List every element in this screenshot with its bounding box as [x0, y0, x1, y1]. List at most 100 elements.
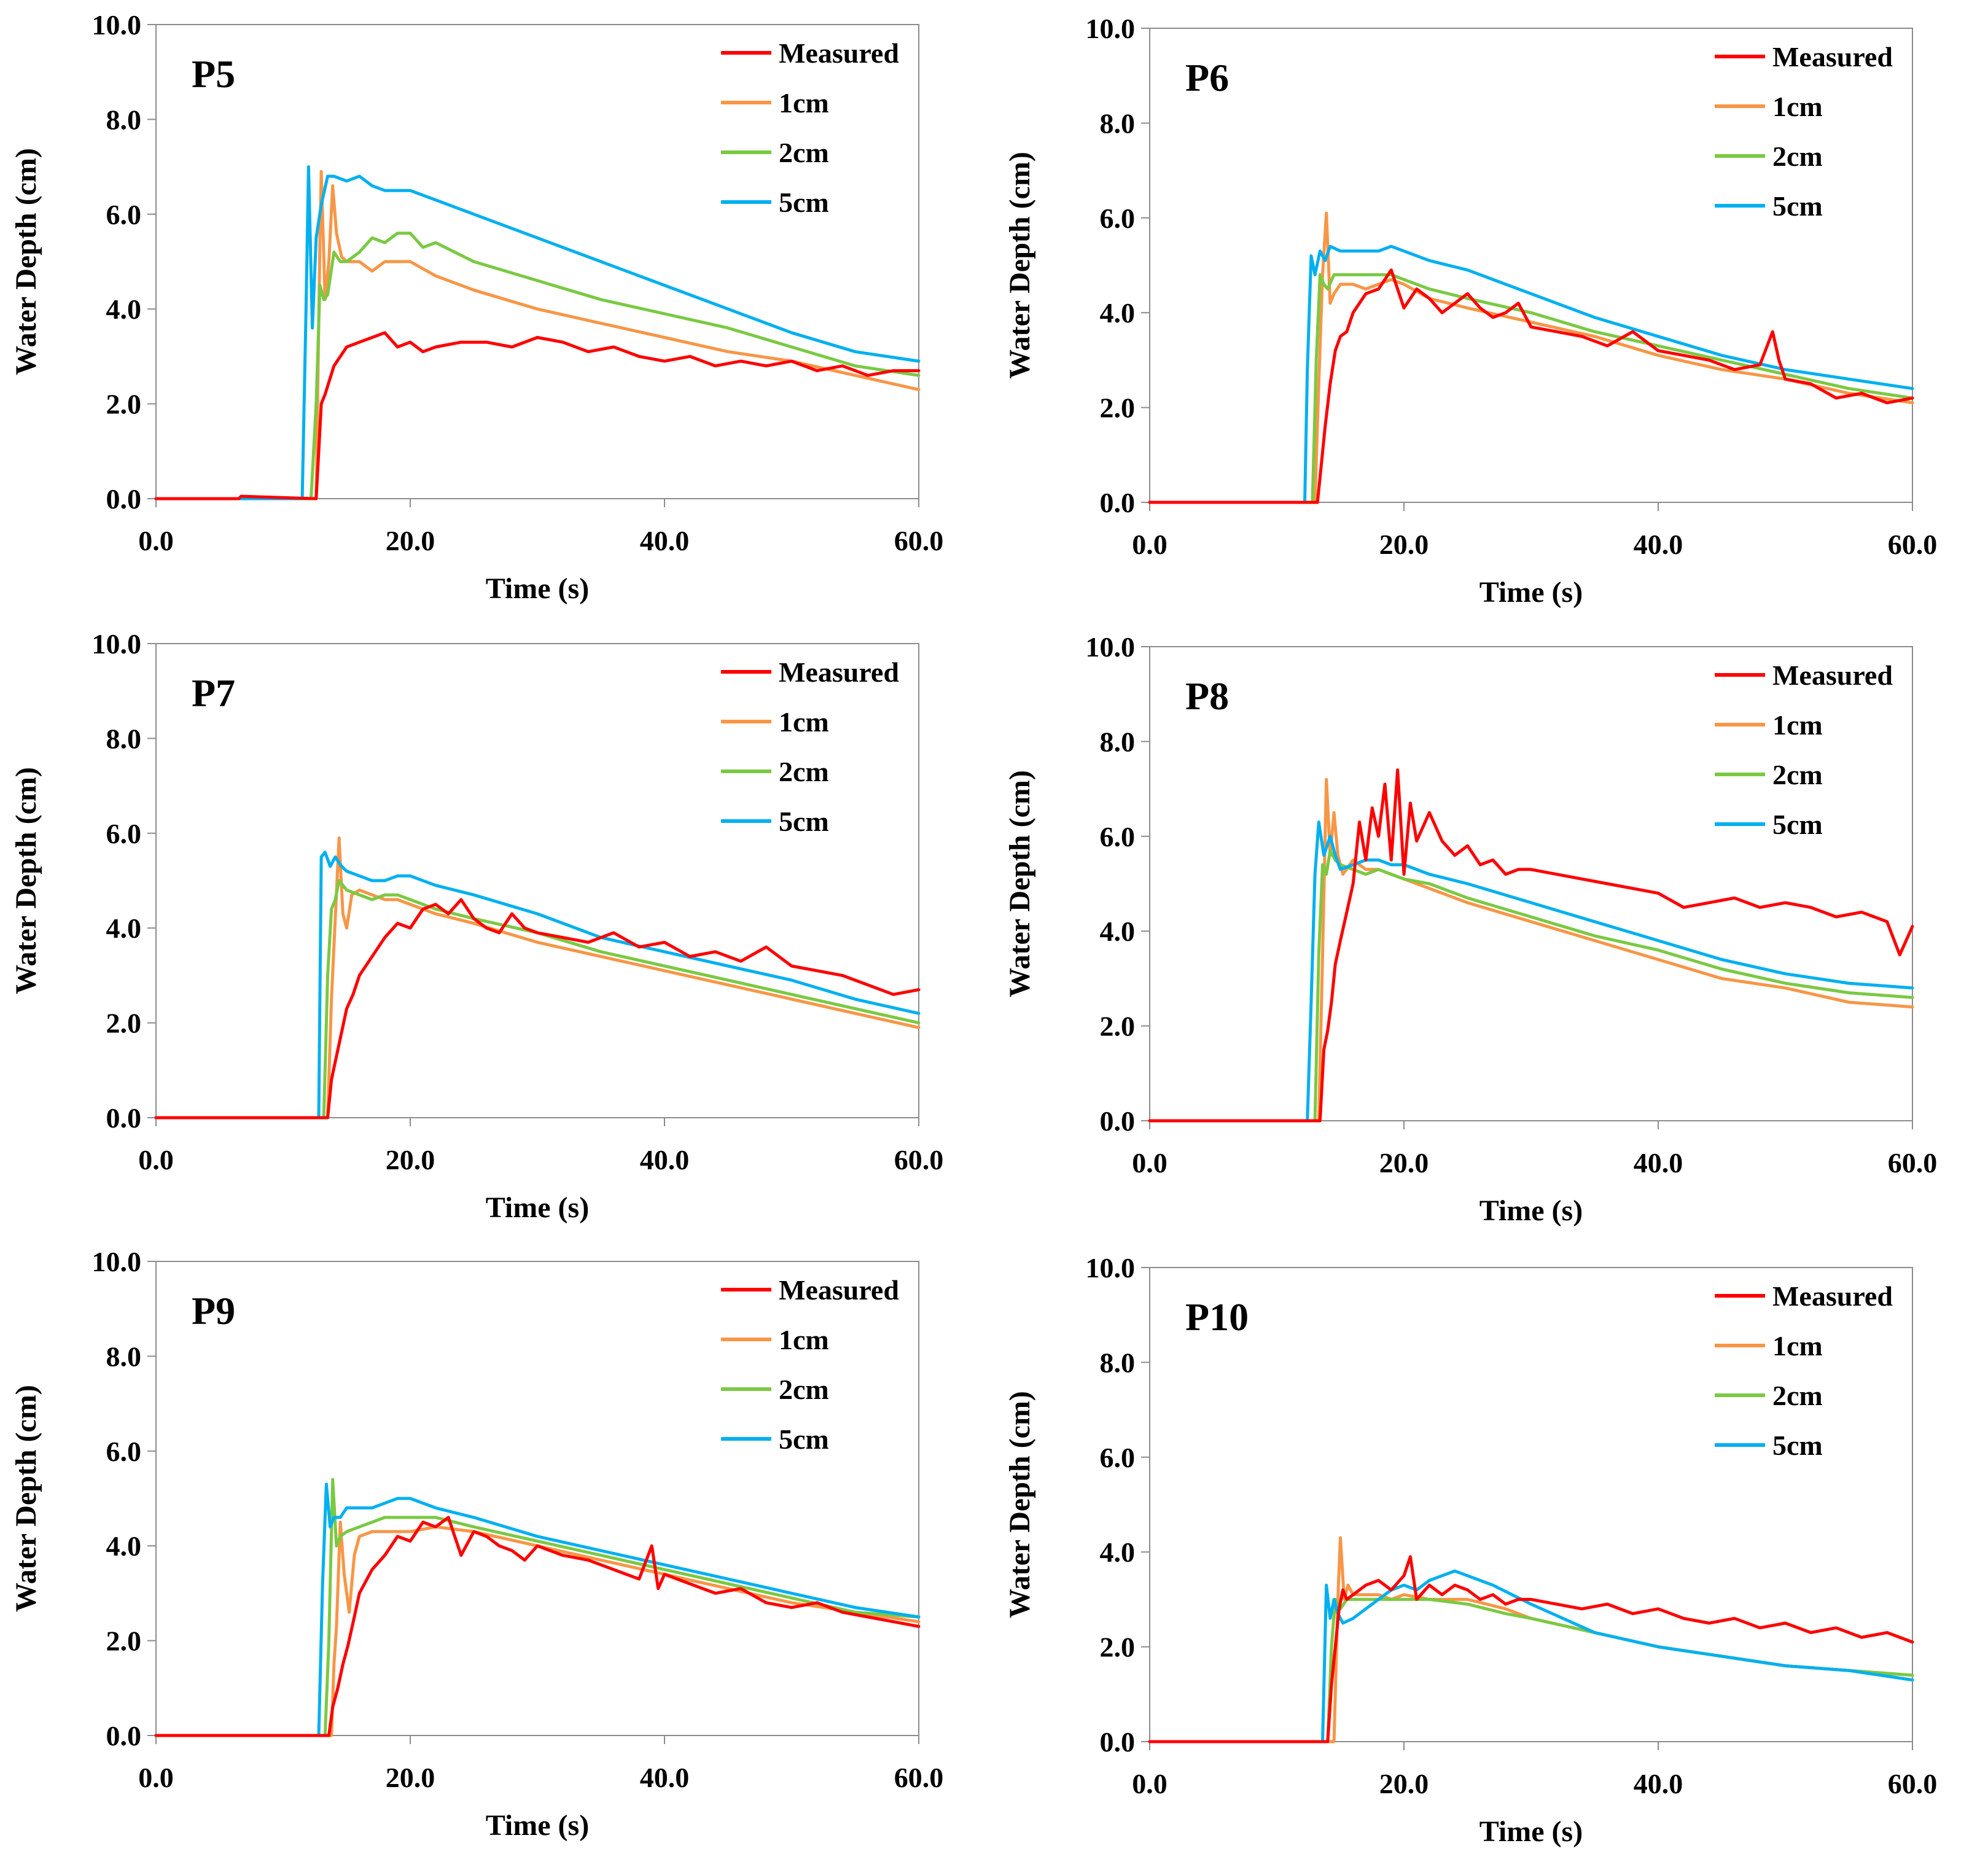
y-tick-label: 2.0 — [106, 1008, 142, 1039]
x-tick-label: 60.0 — [1888, 1147, 1938, 1178]
chart-panel-p9: 0.0 2.0 4.0 6.0 8.0 10.0 0.0 20.0 40.0 60.0 Time (… — [10, 1246, 943, 1842]
series-line-1cm — [1148, 211, 1914, 504]
y-tick-label: 10.0 — [1086, 631, 1136, 663]
y-tick-label: 2.0 — [106, 1626, 142, 1657]
legend-label-1cm: 1cm — [779, 706, 829, 738]
y-tick-label: 2.0 — [1100, 1011, 1136, 1042]
legend-label-2cm: 2cm — [1772, 759, 1823, 790]
x-tick-label: 40.0 — [1634, 1147, 1683, 1178]
x-tick-label: 0.0 — [138, 1762, 174, 1793]
plot-area-frame — [155, 1261, 919, 1736]
legend-label-1cm: 1cm — [1772, 91, 1823, 122]
y-tick-label: 8.0 — [1100, 107, 1136, 139]
x-tick-label: 40.0 — [1634, 529, 1683, 560]
series-line-5cm — [1148, 244, 1914, 504]
x-tick-label: 0.0 — [1132, 529, 1167, 560]
y-axis-title: Water Depth (cm) — [1004, 770, 1036, 997]
series-line-2cm — [1148, 1597, 1914, 1743]
y-tick-label: 0.0 — [106, 1102, 142, 1134]
plot-area-frame — [1149, 1267, 1913, 1742]
y-tick-label: 2.0 — [1100, 1632, 1136, 1663]
x-tick-label: 60.0 — [1888, 1768, 1938, 1799]
y-tick-label: 8.0 — [106, 723, 142, 754]
x-tick-label: 0.0 — [1132, 1768, 1167, 1799]
series-line-5cm — [154, 165, 921, 501]
x-tick-label: 40.0 — [640, 1762, 690, 1793]
y-tick-label: 0.0 — [106, 1720, 142, 1751]
legend-label-measured: Measured — [779, 37, 899, 69]
legend-label-2cm: 2cm — [1772, 141, 1823, 172]
panel-label: P7 — [192, 671, 235, 715]
series-line-1cm — [154, 169, 921, 501]
series-line-1cm — [154, 1521, 921, 1737]
legend-label-2cm: 2cm — [779, 756, 829, 787]
y-tick-label: 0.0 — [106, 483, 142, 515]
legend-label-1cm: 1cm — [779, 1324, 829, 1355]
x-tick-label: 40.0 — [640, 525, 690, 556]
series-line-5cm — [1148, 1569, 1914, 1743]
y-tick-label: 4.0 — [1100, 297, 1136, 329]
x-axis-title: Time (s) — [1479, 1815, 1583, 1848]
series-line-measured — [1148, 268, 1914, 504]
y-axis-title: Water Depth (cm) — [10, 148, 42, 375]
x-tick-label: 0.0 — [1132, 1147, 1167, 1178]
legend-label-measured: Measured — [1772, 1280, 1893, 1312]
x-axis-title: Time (s) — [1479, 576, 1583, 609]
y-tick-label: 10.0 — [92, 9, 142, 41]
chart-panel-p6: 0.0 2.0 4.0 6.0 8.0 10.0 0.0 20.0 40.0 60.0 Time (… — [1004, 13, 1938, 609]
x-tick-label: 20.0 — [1379, 1147, 1429, 1178]
y-tick-label: 10.0 — [1086, 1252, 1136, 1284]
plot-area-frame — [1149, 646, 1913, 1121]
y-tick-label: 8.0 — [106, 1341, 142, 1372]
x-tick-label: 20.0 — [1379, 529, 1429, 560]
y-tick-label: 6.0 — [1100, 821, 1136, 852]
y-tick-label: 10.0 — [1086, 13, 1136, 44]
legend-label-2cm: 2cm — [779, 1374, 829, 1405]
series-line-2cm — [1148, 273, 1914, 504]
legend-label-measured: Measured — [779, 656, 899, 688]
y-tick-label: 6.0 — [1100, 1442, 1136, 1473]
x-tick-label: 60.0 — [1888, 529, 1938, 560]
series-line-2cm — [1148, 849, 1914, 1123]
series-line-2cm — [154, 1478, 921, 1737]
panel-label: P5 — [192, 52, 235, 96]
x-axis-title: Time (s) — [486, 572, 589, 605]
chart-panel-p10: 0.0 2.0 4.0 6.0 8.0 10.0 0.0 20.0 40.0 60.0 Time (… — [1004, 1252, 1938, 1848]
y-tick-label: 8.0 — [1100, 726, 1136, 757]
legend-label-5cm: 5cm — [1772, 809, 1823, 840]
y-tick-label: 0.0 — [1100, 1726, 1136, 1758]
y-tick-label: 0.0 — [1100, 1105, 1136, 1137]
series-line-2cm — [154, 879, 921, 1120]
y-tick-label: 10.0 — [92, 1246, 142, 1277]
y-tick-label: 2.0 — [1100, 392, 1136, 424]
series-line-measured — [154, 331, 921, 501]
panel-label: P9 — [192, 1289, 235, 1333]
y-tick-label: 6.0 — [106, 818, 142, 849]
x-tick-label: 40.0 — [1634, 1768, 1683, 1799]
legend-label-5cm: 5cm — [779, 187, 829, 218]
y-tick-label: 4.0 — [106, 1530, 142, 1562]
panel-label: P10 — [1185, 1295, 1249, 1339]
legend-label-1cm: 1cm — [1772, 1330, 1823, 1361]
legend-label-2cm: 2cm — [1772, 1380, 1823, 1411]
series-line-1cm — [1148, 1536, 1914, 1743]
x-tick-label: 0.0 — [138, 1144, 174, 1175]
x-tick-label: 20.0 — [386, 1762, 435, 1793]
series-line-5cm — [154, 851, 921, 1120]
y-tick-label: 10.0 — [92, 628, 142, 660]
series-line-measured — [154, 1516, 921, 1737]
x-tick-label: 40.0 — [640, 1144, 690, 1175]
legend-label-5cm: 5cm — [779, 1424, 829, 1455]
x-tick-label: 20.0 — [1379, 1768, 1429, 1799]
x-tick-label: 20.0 — [386, 525, 435, 556]
series-line-1cm — [154, 836, 921, 1120]
series-line-5cm — [1148, 820, 1914, 1123]
chart-panel-p8: 0.0 2.0 4.0 6.0 8.0 10.0 0.0 20.0 40.0 60.0 Time (… — [1004, 631, 1938, 1227]
series-line-measured — [154, 898, 921, 1120]
legend-label-2cm: 2cm — [779, 137, 829, 168]
series-line-5cm — [154, 1482, 921, 1737]
legend-label-5cm: 5cm — [779, 806, 829, 837]
y-tick-label: 4.0 — [106, 294, 142, 325]
y-tick-label: 6.0 — [106, 199, 142, 230]
series-line-measured — [1148, 768, 1914, 1123]
